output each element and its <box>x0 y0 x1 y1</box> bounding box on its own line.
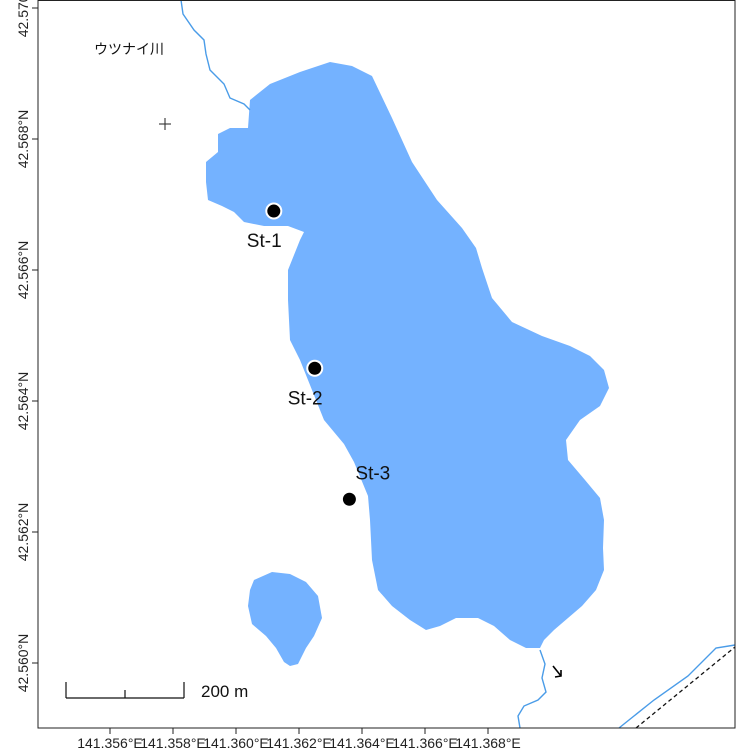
river-southeast <box>618 644 736 729</box>
x-tick-label: 141.362°E <box>266 735 332 750</box>
y-tick-label: 42.568°N <box>15 110 31 169</box>
scale-bar-label: 200 m <box>201 682 248 701</box>
y-axis: 42.560°N 42.562°N 42.564°N 42.566°N 42.568°N… <box>15 0 38 692</box>
dashed-boundary <box>635 646 736 729</box>
y-tick-label: 42.570°N <box>15 0 31 37</box>
x-tick-label: 141.368°E <box>455 735 521 750</box>
scale-bar <box>65 682 185 699</box>
y-tick-label: 42.564°N <box>15 372 31 431</box>
station-marker[interactable] <box>265 202 283 220</box>
plus-marker-icon <box>159 118 171 130</box>
x-tick-label: 141.356°E <box>77 735 143 750</box>
y-tick-label: 42.560°N <box>15 634 31 693</box>
x-tick-label: 141.364°E <box>329 735 395 750</box>
y-tick-label: 42.562°N <box>15 503 31 562</box>
x-tick-label: 141.358°E <box>140 735 206 750</box>
station-label: St-2 <box>288 388 323 409</box>
lake-main <box>206 62 609 648</box>
station-marker[interactable] <box>340 490 358 508</box>
station-label: St-3 <box>355 463 390 484</box>
flow-arrow-icon <box>552 665 562 678</box>
map-frame <box>37 0 736 729</box>
river-label: ウツナイ川 <box>94 42 164 58</box>
river-outflow <box>517 649 547 729</box>
lake-small-pond <box>248 572 322 666</box>
station-layer: St-1 St-2 St-3 <box>247 202 390 508</box>
x-axis: 141.356°E141.358°E141.360°E141.362°E141.… <box>77 728 521 750</box>
x-tick-label: 141.360°E <box>203 735 269 750</box>
x-tick-label: 141.366°E <box>392 735 458 750</box>
river-inflow <box>180 0 251 111</box>
station-label: St-1 <box>247 231 282 252</box>
y-tick-label: 42.566°N <box>15 241 31 300</box>
station-marker[interactable] <box>306 359 324 377</box>
